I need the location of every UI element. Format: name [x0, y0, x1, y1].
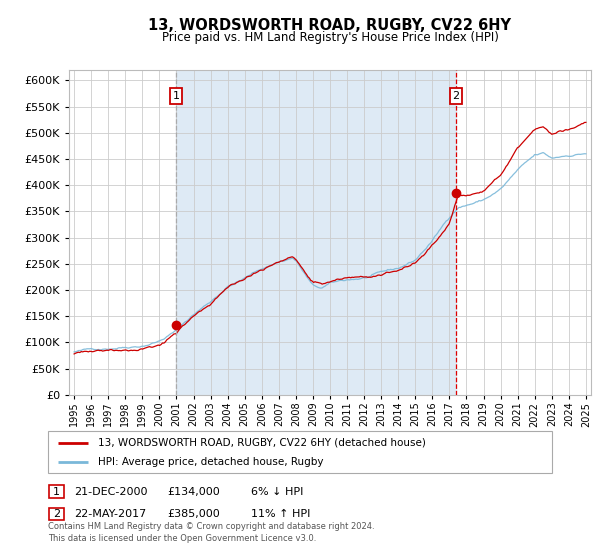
Text: 2: 2	[452, 91, 460, 101]
Text: HPI: Average price, detached house, Rugby: HPI: Average price, detached house, Rugb…	[98, 457, 324, 467]
Text: This data is licensed under the Open Government Licence v3.0.: This data is licensed under the Open Gov…	[48, 534, 316, 543]
Bar	[176, 70, 456, 395]
Text: 22-MAY-2017: 22-MAY-2017	[74, 509, 146, 519]
Text: Price paid vs. HM Land Registry's House Price Index (HPI): Price paid vs. HM Land Registry's House …	[161, 31, 499, 44]
Text: 21-DEC-2000: 21-DEC-2000	[74, 487, 148, 497]
Text: 6% ↓ HPI: 6% ↓ HPI	[251, 487, 303, 497]
Text: 2: 2	[53, 509, 60, 519]
Text: 13, WORDSWORTH ROAD, RUGBY, CV22 6HY: 13, WORDSWORTH ROAD, RUGBY, CV22 6HY	[149, 18, 511, 33]
Text: 13, WORDSWORTH ROAD, RUGBY, CV22 6HY (detached house): 13, WORDSWORTH ROAD, RUGBY, CV22 6HY (de…	[98, 437, 426, 447]
Text: £134,000: £134,000	[167, 487, 220, 497]
Text: £385,000: £385,000	[167, 509, 220, 519]
Text: 1: 1	[53, 487, 60, 497]
Text: 11% ↑ HPI: 11% ↑ HPI	[251, 509, 310, 519]
Text: Contains HM Land Registry data © Crown copyright and database right 2024.: Contains HM Land Registry data © Crown c…	[48, 522, 374, 531]
Text: 1: 1	[172, 91, 179, 101]
